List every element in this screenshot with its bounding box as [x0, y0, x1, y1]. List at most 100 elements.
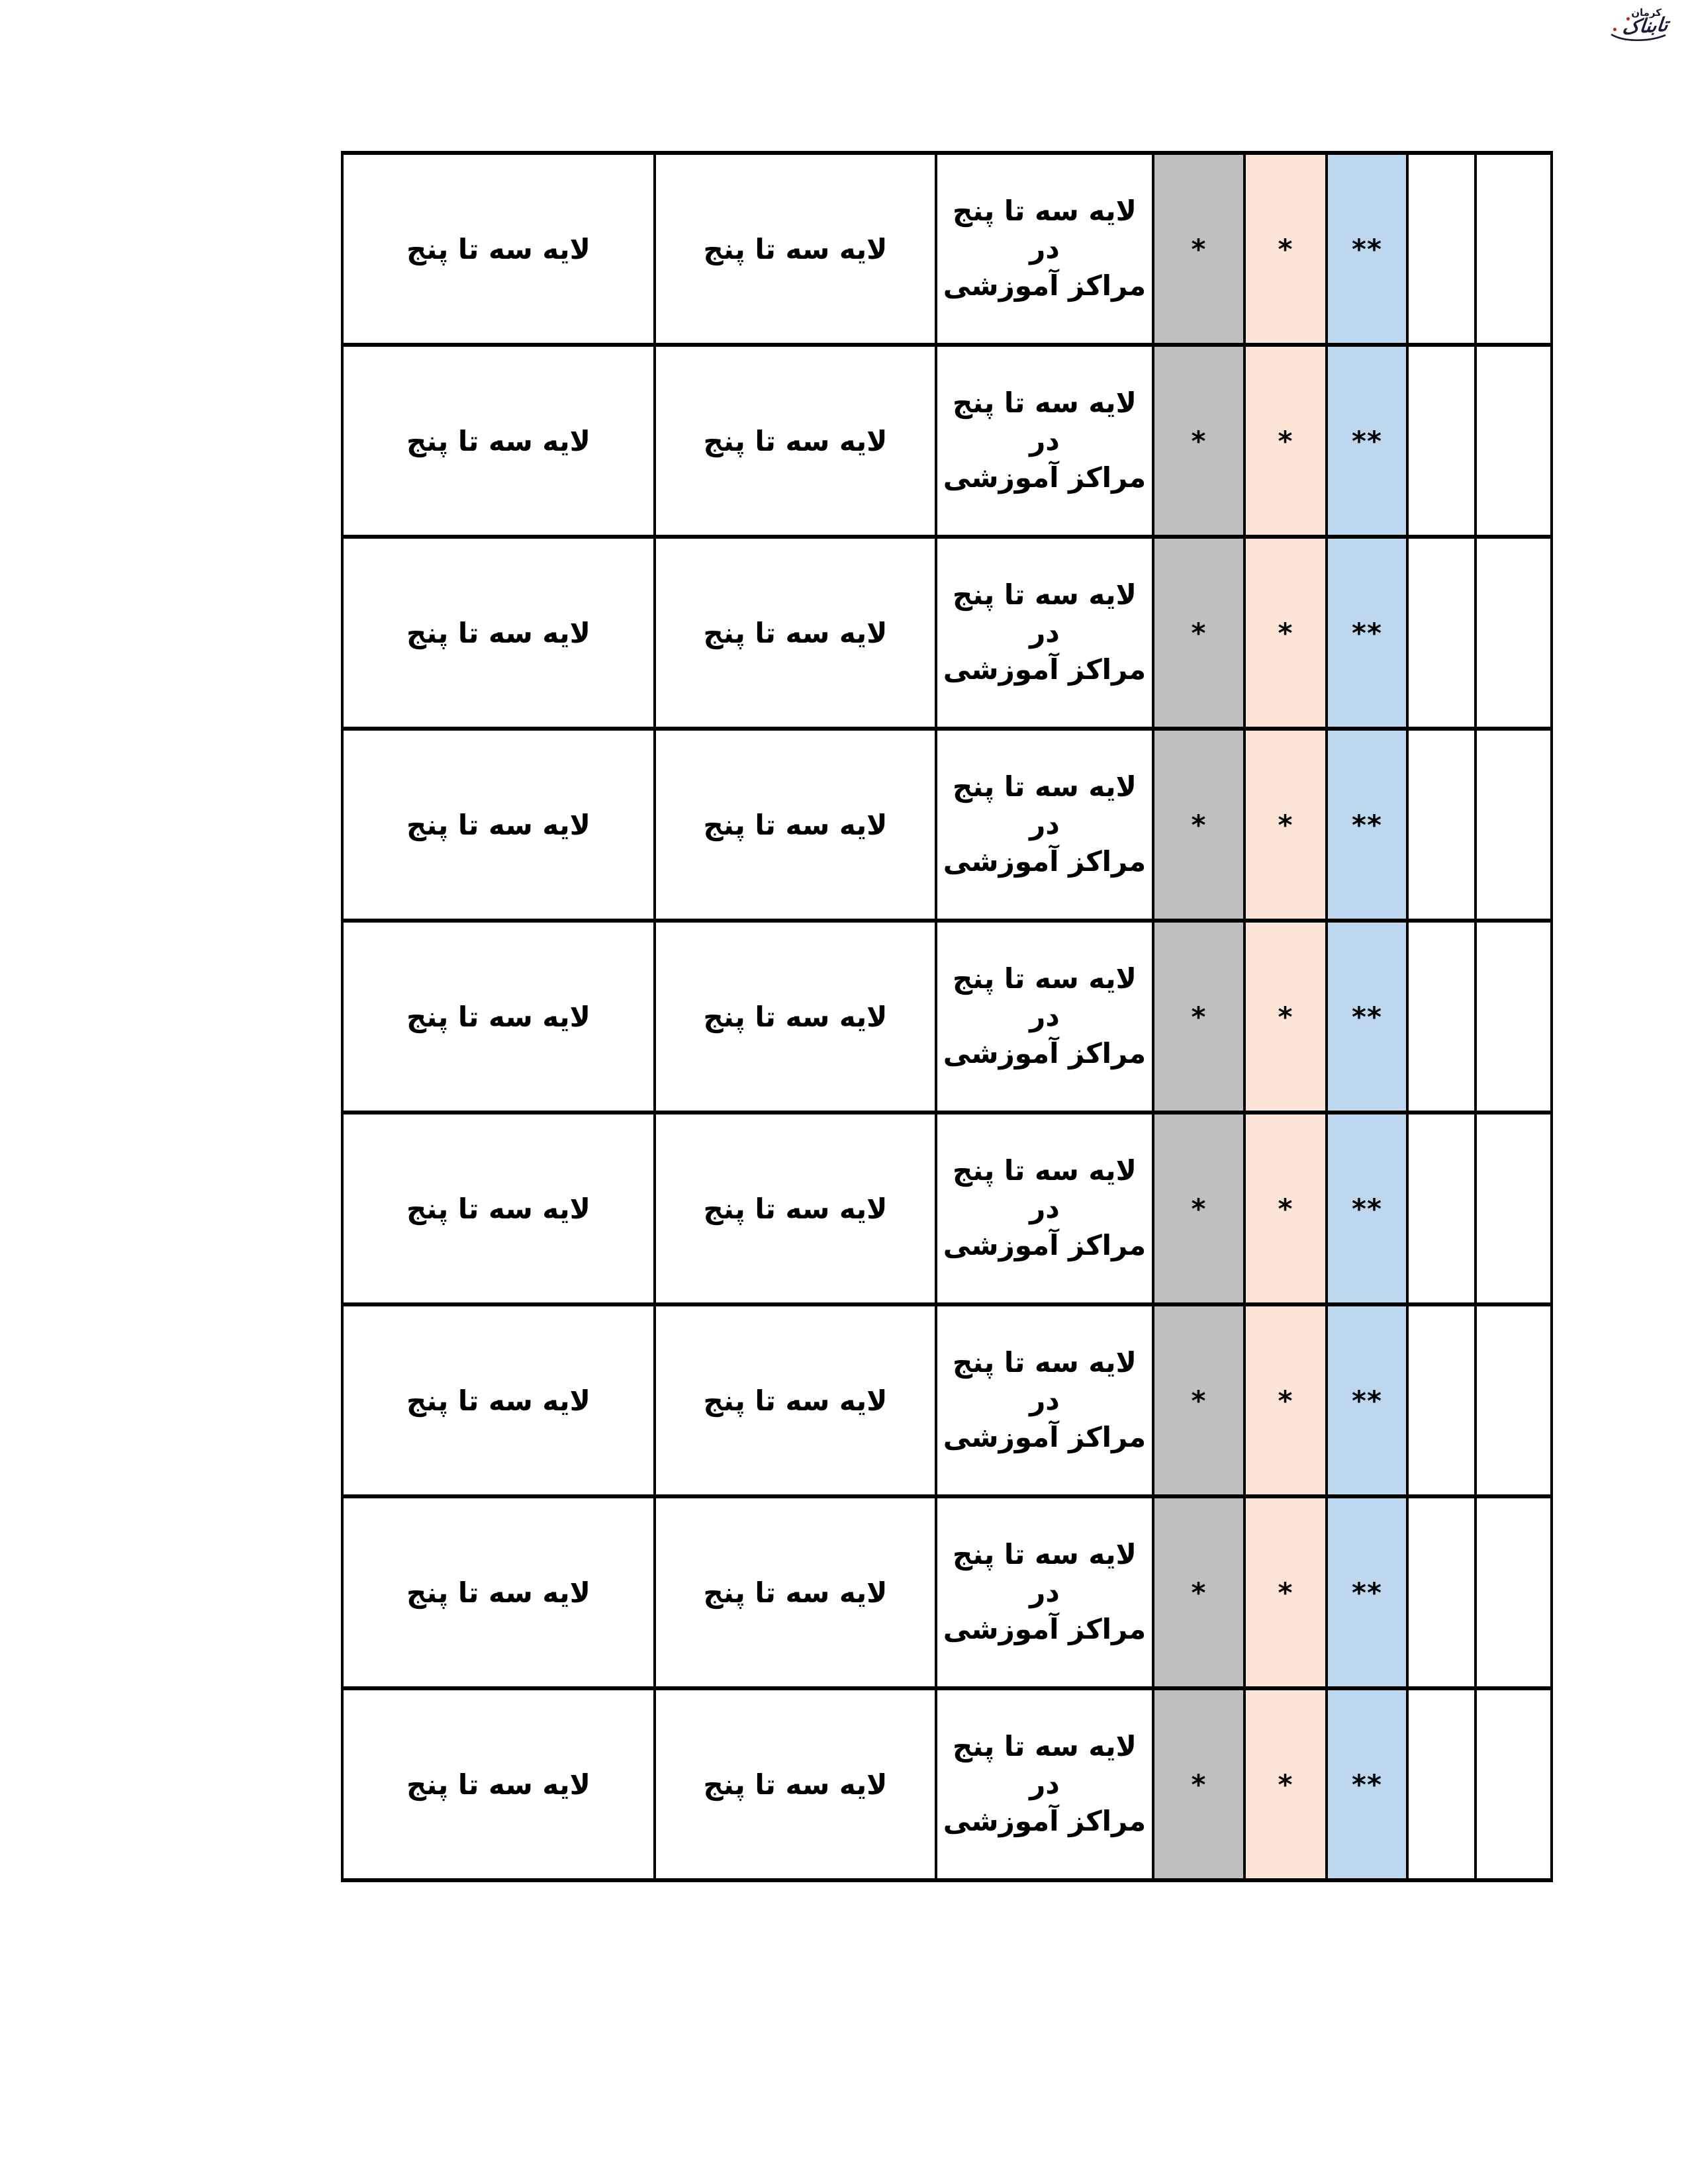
empty-cell-2: [1474, 1302, 1553, 1498]
empty-cell-1: [1406, 1686, 1477, 1882]
layer-range-cell-1: لایه سه تا پنج: [341, 1302, 656, 1498]
centers-cell-line2: مراکز آموزشی: [943, 1805, 1147, 1838]
table-row: لایه سه تا پنج لایه سه تا پنج لایه سه تا…: [341, 343, 1553, 539]
single-star-peach-cell: *: [1243, 1686, 1328, 1882]
table-row: لایه سه تا پنج لایه سه تا پنج لایه سه تا…: [341, 1111, 1553, 1306]
empty-cell-2: [1474, 343, 1553, 539]
logo-swoosh: [1611, 33, 1666, 41]
layer-range-cell-1: لایه سه تا پنج: [341, 1494, 656, 1690]
layer-range-centers-cell: لایه سه تا پنج در مراکز آموزشی: [935, 1494, 1154, 1690]
layer-range-cell-1: لایه سه تا پنج: [341, 535, 656, 731]
single-star-peach-cell: *: [1243, 1111, 1328, 1306]
layer-range-cell-1: لایه سه تا پنج: [341, 151, 656, 347]
layer-range-cell-2: لایه سه تا پنج: [653, 1111, 937, 1306]
table-row: لایه سه تا پنج لایه سه تا پنج لایه سه تا…: [341, 1686, 1553, 1882]
single-star-gray-cell: *: [1152, 535, 1246, 731]
empty-cell-2: [1474, 1494, 1553, 1690]
centers-cell-line1: لایه سه تا پنج در: [953, 1537, 1137, 1608]
layer-range-cell-1: لایه سه تا پنج: [341, 919, 656, 1115]
layer-range-centers-cell: لایه سه تا پنج در مراکز آموزشی: [935, 343, 1154, 539]
centers-cell-line1: لایه سه تا پنج در: [953, 386, 1137, 457]
single-star-gray-cell: *: [1152, 343, 1246, 539]
centers-cell-line1: لایه سه تا پنج در: [953, 578, 1137, 649]
layer-range-centers-cell: لایه سه تا پنج در مراکز آموزشی: [935, 727, 1154, 923]
double-star-blue-cell: **: [1325, 919, 1409, 1115]
double-star-blue-cell: **: [1325, 727, 1409, 923]
layer-range-cell-1: لایه سه تا پنج: [341, 1686, 656, 1882]
single-star-peach-cell: *: [1243, 343, 1328, 539]
centers-cell-line1: لایه سه تا پنج در: [953, 1729, 1137, 1800]
double-star-blue-cell: **: [1325, 1111, 1409, 1306]
centers-cell-line1: لایه سه تا پنج در: [953, 194, 1137, 265]
double-star-blue-cell: **: [1325, 343, 1409, 539]
layer-range-cell-2: لایه سه تا پنج: [653, 1302, 937, 1498]
single-star-gray-cell: *: [1152, 1686, 1246, 1882]
centers-cell-line2: مراکز آموزشی: [943, 845, 1147, 878]
centers-cell-line1: لایه سه تا پنج در: [953, 962, 1137, 1032]
single-star-gray-cell: *: [1152, 151, 1246, 347]
table-row: لایه سه تا پنج لایه سه تا پنج لایه سه تا…: [341, 151, 1553, 347]
centers-cell-line1: لایه سه تا پنج در: [953, 1154, 1137, 1224]
document-table-container: لایه سه تا پنج لایه سه تا پنج لایه سه تا…: [341, 151, 1553, 1882]
single-star-gray-cell: *: [1152, 919, 1246, 1115]
layer-range-cell-1: لایه سه تا پنج: [341, 1111, 656, 1306]
table-row: لایه سه تا پنج لایه سه تا پنج لایه سه تا…: [341, 919, 1553, 1115]
single-star-peach-cell: *: [1243, 151, 1328, 347]
empty-cell-1: [1406, 1302, 1477, 1498]
centers-cell-line2: مراکز آموزشی: [943, 461, 1147, 494]
double-star-blue-cell: **: [1325, 151, 1409, 347]
table-row: لایه سه تا پنج لایه سه تا پنج لایه سه تا…: [341, 1302, 1553, 1498]
centers-cell-line1: لایه سه تا پنج در: [953, 1345, 1137, 1416]
layer-range-cell-2: لایه سه تا پنج: [653, 1494, 937, 1690]
single-star-peach-cell: *: [1243, 535, 1328, 731]
table-row: لایه سه تا پنج لایه سه تا پنج لایه سه تا…: [341, 535, 1553, 731]
centers-cell-line2: مراکز آموزشی: [943, 1421, 1147, 1454]
double-star-blue-cell: **: [1325, 1686, 1409, 1882]
empty-cell-2: [1474, 727, 1553, 923]
single-star-gray-cell: *: [1152, 1494, 1246, 1690]
empty-cell-2: [1474, 535, 1553, 731]
layer-range-centers-cell: لایه سه تا پنج در مراکز آموزشی: [935, 1302, 1154, 1498]
empty-cell-1: [1406, 1494, 1477, 1690]
table-row: لایه سه تا پنج لایه سه تا پنج لایه سه تا…: [341, 1494, 1553, 1690]
empty-cell-1: [1406, 1111, 1477, 1306]
single-star-peach-cell: *: [1243, 919, 1328, 1115]
double-star-blue-cell: **: [1325, 1494, 1409, 1690]
centers-cell-line2: مراکز آموزشی: [943, 1613, 1147, 1646]
layer-range-cell-2: لایه سه تا پنج: [653, 1686, 937, 1882]
single-star-gray-cell: *: [1152, 727, 1246, 923]
layer-range-cell-2: لایه سه تا پنج: [653, 343, 937, 539]
layer-range-cell-2: لایه سه تا پنج: [653, 919, 937, 1115]
layer-range-centers-cell: لایه سه تا پنج در مراکز آموزشی: [935, 1686, 1154, 1882]
table-row: لایه سه تا پنج لایه سه تا پنج لایه سه تا…: [341, 727, 1553, 923]
logo-red-dot: [1613, 28, 1617, 31]
empty-cell-1: [1406, 727, 1477, 923]
single-star-gray-cell: *: [1152, 1111, 1246, 1306]
document-table: لایه سه تا پنج لایه سه تا پنج لایه سه تا…: [341, 151, 1553, 1882]
tabnak-kerman-logo: کرمان تابناک: [1605, 7, 1669, 41]
centers-cell-line2: مراکز آموزشی: [943, 269, 1147, 302]
layer-range-centers-cell: لایه سه تا پنج در مراکز آموزشی: [935, 1111, 1154, 1306]
layer-range-cell-2: لایه سه تا پنج: [653, 535, 937, 731]
layer-range-cell-2: لایه سه تا پنج: [653, 151, 937, 347]
empty-cell-1: [1406, 151, 1477, 347]
empty-cell-2: [1474, 1686, 1553, 1882]
single-star-gray-cell: *: [1152, 1302, 1246, 1498]
logo-red-dot: [1626, 17, 1630, 21]
layer-range-cell-1: لایه سه تا پنج: [341, 343, 656, 539]
single-star-peach-cell: *: [1243, 1494, 1328, 1690]
layer-range-centers-cell: لایه سه تا پنج در مراکز آموزشی: [935, 151, 1154, 347]
empty-cell-2: [1474, 919, 1553, 1115]
centers-cell-line1: لایه سه تا پنج در: [953, 770, 1137, 841]
double-star-blue-cell: **: [1325, 1302, 1409, 1498]
logo-city-label: کرمان: [1631, 7, 1662, 19]
empty-cell-2: [1474, 1111, 1553, 1306]
double-star-blue-cell: **: [1325, 535, 1409, 731]
single-star-peach-cell: *: [1243, 1302, 1328, 1498]
centers-cell-line2: مراکز آموزشی: [943, 653, 1147, 686]
centers-cell-line2: مراکز آموزشی: [943, 1229, 1147, 1262]
empty-cell-1: [1406, 919, 1477, 1115]
empty-cell-2: [1474, 151, 1553, 347]
layer-range-cell-2: لایه سه تا پنج: [653, 727, 937, 923]
